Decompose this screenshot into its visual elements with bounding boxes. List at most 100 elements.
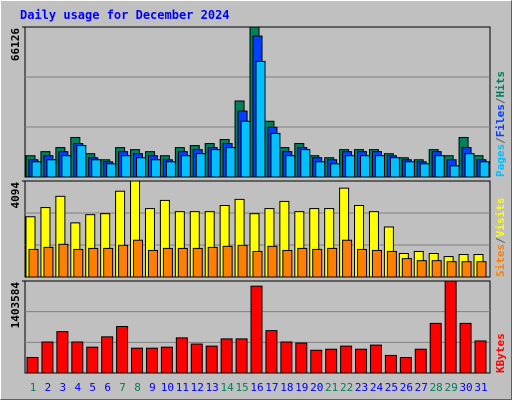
bar — [355, 348, 368, 374]
x-tick-label: 18 — [280, 381, 293, 394]
bar — [76, 145, 87, 178]
x-tick-label: 31 — [474, 381, 487, 394]
bar — [192, 247, 203, 278]
bar — [444, 280, 457, 374]
bar — [207, 246, 218, 278]
bar — [237, 244, 248, 278]
bar — [165, 161, 176, 178]
x-tick-label: 21 — [325, 381, 338, 394]
bar — [369, 344, 382, 374]
bar — [41, 341, 54, 374]
bar — [43, 246, 54, 278]
bar — [222, 245, 233, 278]
bar — [280, 341, 293, 374]
x-tick-label: 23 — [355, 381, 368, 394]
legend-entry: Hits — [494, 71, 507, 98]
bar — [265, 330, 278, 374]
bar — [416, 260, 427, 278]
bar — [464, 153, 475, 178]
x-tick-label: 5 — [89, 381, 96, 394]
bar — [371, 249, 382, 278]
x-tick-label: 4 — [74, 381, 81, 394]
bar — [220, 338, 233, 374]
bar — [374, 155, 385, 178]
bar — [446, 261, 457, 278]
bar — [325, 348, 338, 374]
bar — [267, 245, 278, 278]
legend-separator: / — [494, 237, 507, 244]
bar — [404, 161, 415, 178]
x-tick-label: 27 — [415, 381, 428, 394]
bar — [131, 347, 144, 374]
legend-entry: Pages — [494, 144, 507, 177]
bar — [357, 248, 368, 278]
bar — [255, 60, 266, 178]
bar — [46, 159, 57, 178]
x-tick-label: 2 — [45, 381, 52, 394]
bar — [419, 163, 430, 178]
legend-entry: Visits — [494, 198, 507, 238]
bar — [136, 157, 147, 178]
x-tick-label: 1 — [30, 381, 37, 394]
bar — [312, 248, 323, 278]
bar — [61, 155, 72, 178]
bar — [116, 325, 129, 374]
bar — [133, 239, 144, 278]
bar — [71, 341, 84, 374]
x-tick-label: 15 — [235, 381, 248, 394]
bar — [297, 247, 308, 278]
legend-separator: / — [494, 137, 507, 144]
bar — [205, 345, 218, 374]
bar — [310, 349, 323, 374]
bar — [474, 340, 487, 374]
bar — [401, 258, 412, 278]
x-tick-label: 17 — [265, 381, 278, 394]
legend: Sites/Visits — [494, 198, 507, 278]
y-tick-label: 66126 — [9, 28, 22, 61]
bar — [118, 244, 129, 278]
x-tick-label: 12 — [191, 381, 204, 394]
bar — [414, 348, 427, 374]
bar — [147, 249, 158, 278]
bar — [225, 147, 236, 178]
x-tick-label: 8 — [134, 381, 141, 394]
y-tick-label: 1403584 — [9, 282, 22, 329]
legend-separator: / — [494, 97, 507, 104]
bar — [190, 343, 203, 374]
bar — [73, 248, 84, 278]
chart-title: Daily usage for December 2024 — [20, 8, 230, 22]
bar — [461, 261, 472, 278]
x-tick-label: 30 — [459, 381, 472, 394]
bar — [210, 149, 221, 178]
bar — [431, 260, 442, 278]
bar — [26, 356, 39, 374]
bar — [285, 155, 296, 178]
bar — [315, 161, 326, 178]
bar — [121, 155, 132, 178]
bar — [103, 247, 114, 278]
legend-entry: Files — [494, 104, 507, 137]
bar — [235, 338, 248, 374]
bar — [177, 247, 188, 278]
bar — [91, 159, 102, 178]
bar — [330, 163, 341, 178]
x-tick-label: 3 — [60, 381, 67, 394]
bar — [327, 247, 338, 278]
x-tick-label: 19 — [295, 381, 308, 394]
bar — [250, 285, 263, 374]
bar — [252, 250, 263, 278]
bar — [429, 322, 442, 374]
bar — [342, 239, 353, 278]
bar — [360, 155, 371, 178]
x-tick-label: 20 — [310, 381, 323, 394]
x-tick-label: 14 — [221, 381, 235, 394]
x-tick-label: 11 — [176, 381, 189, 394]
x-tick-label: 28 — [430, 381, 443, 394]
legend: KBytes — [494, 333, 507, 373]
bar — [386, 250, 397, 278]
bar — [300, 149, 311, 178]
bar — [476, 261, 487, 278]
bar — [240, 120, 251, 178]
